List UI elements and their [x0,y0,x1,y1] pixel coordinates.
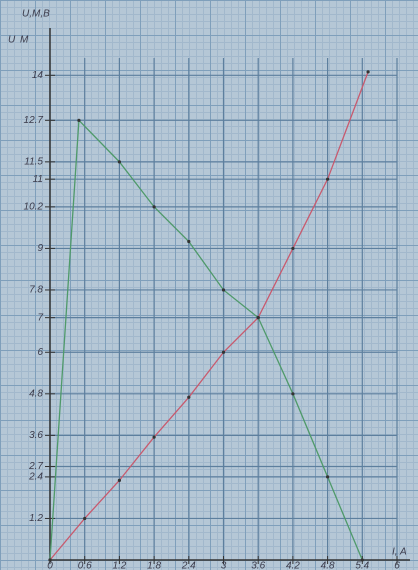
data-point [361,558,364,561]
data-point [153,205,156,208]
data-point [187,240,190,243]
y-tick-label: 1.2 [29,513,43,524]
y-tick-label: 11 [33,174,43,185]
data-point [222,351,225,354]
data-point [153,435,156,438]
data-point [326,475,329,478]
x-tick-label: 3.6 [251,561,265,570]
y-tick-label: 7.8 [29,285,43,296]
series-line [50,72,368,560]
chart: U,M,B I, A 1.22.42.73.64.8677.8910.21111… [0,0,418,570]
y-tick-label: 3.6 [29,430,43,441]
legend-entry: M [20,35,29,46]
data-point [366,70,369,73]
data-point [48,558,51,561]
y-tick-label: 6 [37,347,43,358]
x-axis-label: I, A [392,547,407,558]
y-tick-label: 2.7 [28,461,43,472]
y-tick-label: 11.5 [24,157,43,168]
x-tick-label: 3 [221,561,227,570]
data-point [187,396,190,399]
data-point [83,517,86,520]
x-tick-label: 2.4 [181,561,196,570]
x-tick-label: 0.6 [78,561,92,570]
data-point [291,247,294,250]
graph-paper: U,M,B I, A 1.22.42.73.64.8677.8910.21111… [0,0,418,570]
y-tick-label: 2.4 [28,472,43,483]
x-tick-label: 0 [47,561,53,570]
y-tick-label: 7 [37,312,43,323]
legend-entry: U [8,35,16,46]
data-point [118,160,121,163]
data-point [257,316,260,319]
y-tick-label: 14 [32,70,44,81]
data-point [222,288,225,291]
data-point [118,479,121,482]
x-tick-label: 5.4 [355,561,369,570]
data-point [77,119,80,122]
x-tick-label: 1.2 [112,561,126,570]
y-axis-label: U,M,B [22,9,50,20]
data-point [291,392,294,395]
x-tick-label: 4.8 [321,561,335,570]
x-tick-label: 1.8 [147,561,161,570]
x-tick-label: 4.2 [286,561,300,570]
data-point [326,178,329,181]
x-tick-label: 6 [394,561,400,570]
y-tick-label: 12.7 [24,115,44,126]
y-tick-label: 4.8 [29,388,43,399]
series-line [50,120,362,560]
y-tick-label: 10.2 [24,202,44,213]
y-tick-label: 9 [37,243,43,254]
